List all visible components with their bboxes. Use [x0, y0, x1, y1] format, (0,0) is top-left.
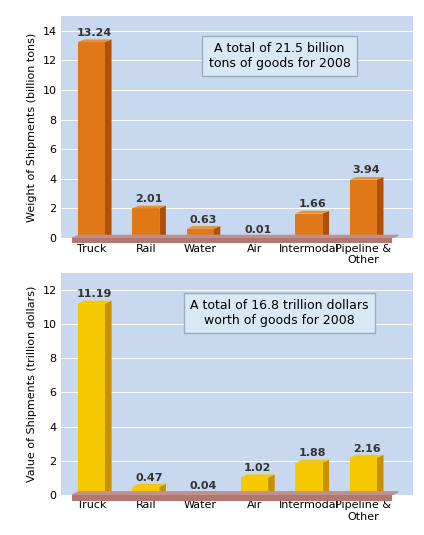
Text: 3.94: 3.94	[353, 165, 380, 175]
Polygon shape	[350, 455, 383, 458]
Polygon shape	[132, 484, 166, 487]
Bar	[296, 213, 323, 238]
Polygon shape	[187, 491, 220, 494]
Bar	[350, 458, 377, 495]
Polygon shape	[214, 226, 220, 238]
Bar	[132, 208, 159, 238]
Text: 0.63: 0.63	[190, 216, 217, 225]
Polygon shape	[105, 40, 112, 238]
Text: 0.01: 0.01	[244, 225, 271, 234]
Polygon shape	[268, 235, 275, 238]
Text: 2.16: 2.16	[353, 444, 380, 454]
Polygon shape	[377, 177, 383, 238]
Bar	[241, 477, 268, 495]
Y-axis label: Weight of Shipments (billion tons): Weight of Shipments (billion tons)	[27, 33, 37, 221]
Bar	[187, 229, 214, 238]
Polygon shape	[323, 460, 329, 495]
Bar	[78, 42, 105, 238]
Polygon shape	[296, 460, 329, 463]
Text: 1.66: 1.66	[298, 199, 326, 209]
Polygon shape	[105, 301, 112, 495]
Bar	[73, 495, 392, 501]
Text: 13.24: 13.24	[77, 28, 112, 37]
Polygon shape	[78, 40, 112, 42]
Text: A total of 16.8 trillion dollars
worth of goods for 2008: A total of 16.8 trillion dollars worth o…	[190, 299, 369, 327]
Bar	[350, 180, 377, 238]
Polygon shape	[268, 475, 275, 495]
Bar	[187, 494, 214, 495]
Bar	[78, 304, 105, 495]
Bar	[73, 238, 392, 243]
Y-axis label: Value of Shipments (trillion dollars): Value of Shipments (trillion dollars)	[27, 286, 37, 482]
Bar	[132, 487, 159, 495]
Polygon shape	[78, 301, 112, 304]
Polygon shape	[214, 491, 220, 495]
Polygon shape	[296, 211, 329, 213]
Text: 1.02: 1.02	[244, 463, 271, 473]
Polygon shape	[73, 492, 398, 495]
Text: 0.04: 0.04	[190, 480, 217, 491]
Polygon shape	[377, 455, 383, 495]
Text: A total of 21.5 billion
tons of goods for 2008: A total of 21.5 billion tons of goods fo…	[209, 42, 351, 70]
Polygon shape	[159, 484, 166, 495]
Polygon shape	[350, 177, 383, 180]
Polygon shape	[187, 226, 220, 229]
Text: 0.47: 0.47	[135, 473, 163, 483]
Polygon shape	[241, 235, 275, 238]
Polygon shape	[159, 205, 166, 238]
Polygon shape	[241, 475, 275, 477]
Polygon shape	[323, 211, 329, 238]
Polygon shape	[132, 205, 166, 208]
Text: 2.01: 2.01	[135, 194, 163, 204]
Text: 11.19: 11.19	[77, 289, 112, 299]
Text: 1.88: 1.88	[298, 448, 326, 458]
Bar	[296, 463, 323, 495]
Polygon shape	[73, 235, 398, 238]
